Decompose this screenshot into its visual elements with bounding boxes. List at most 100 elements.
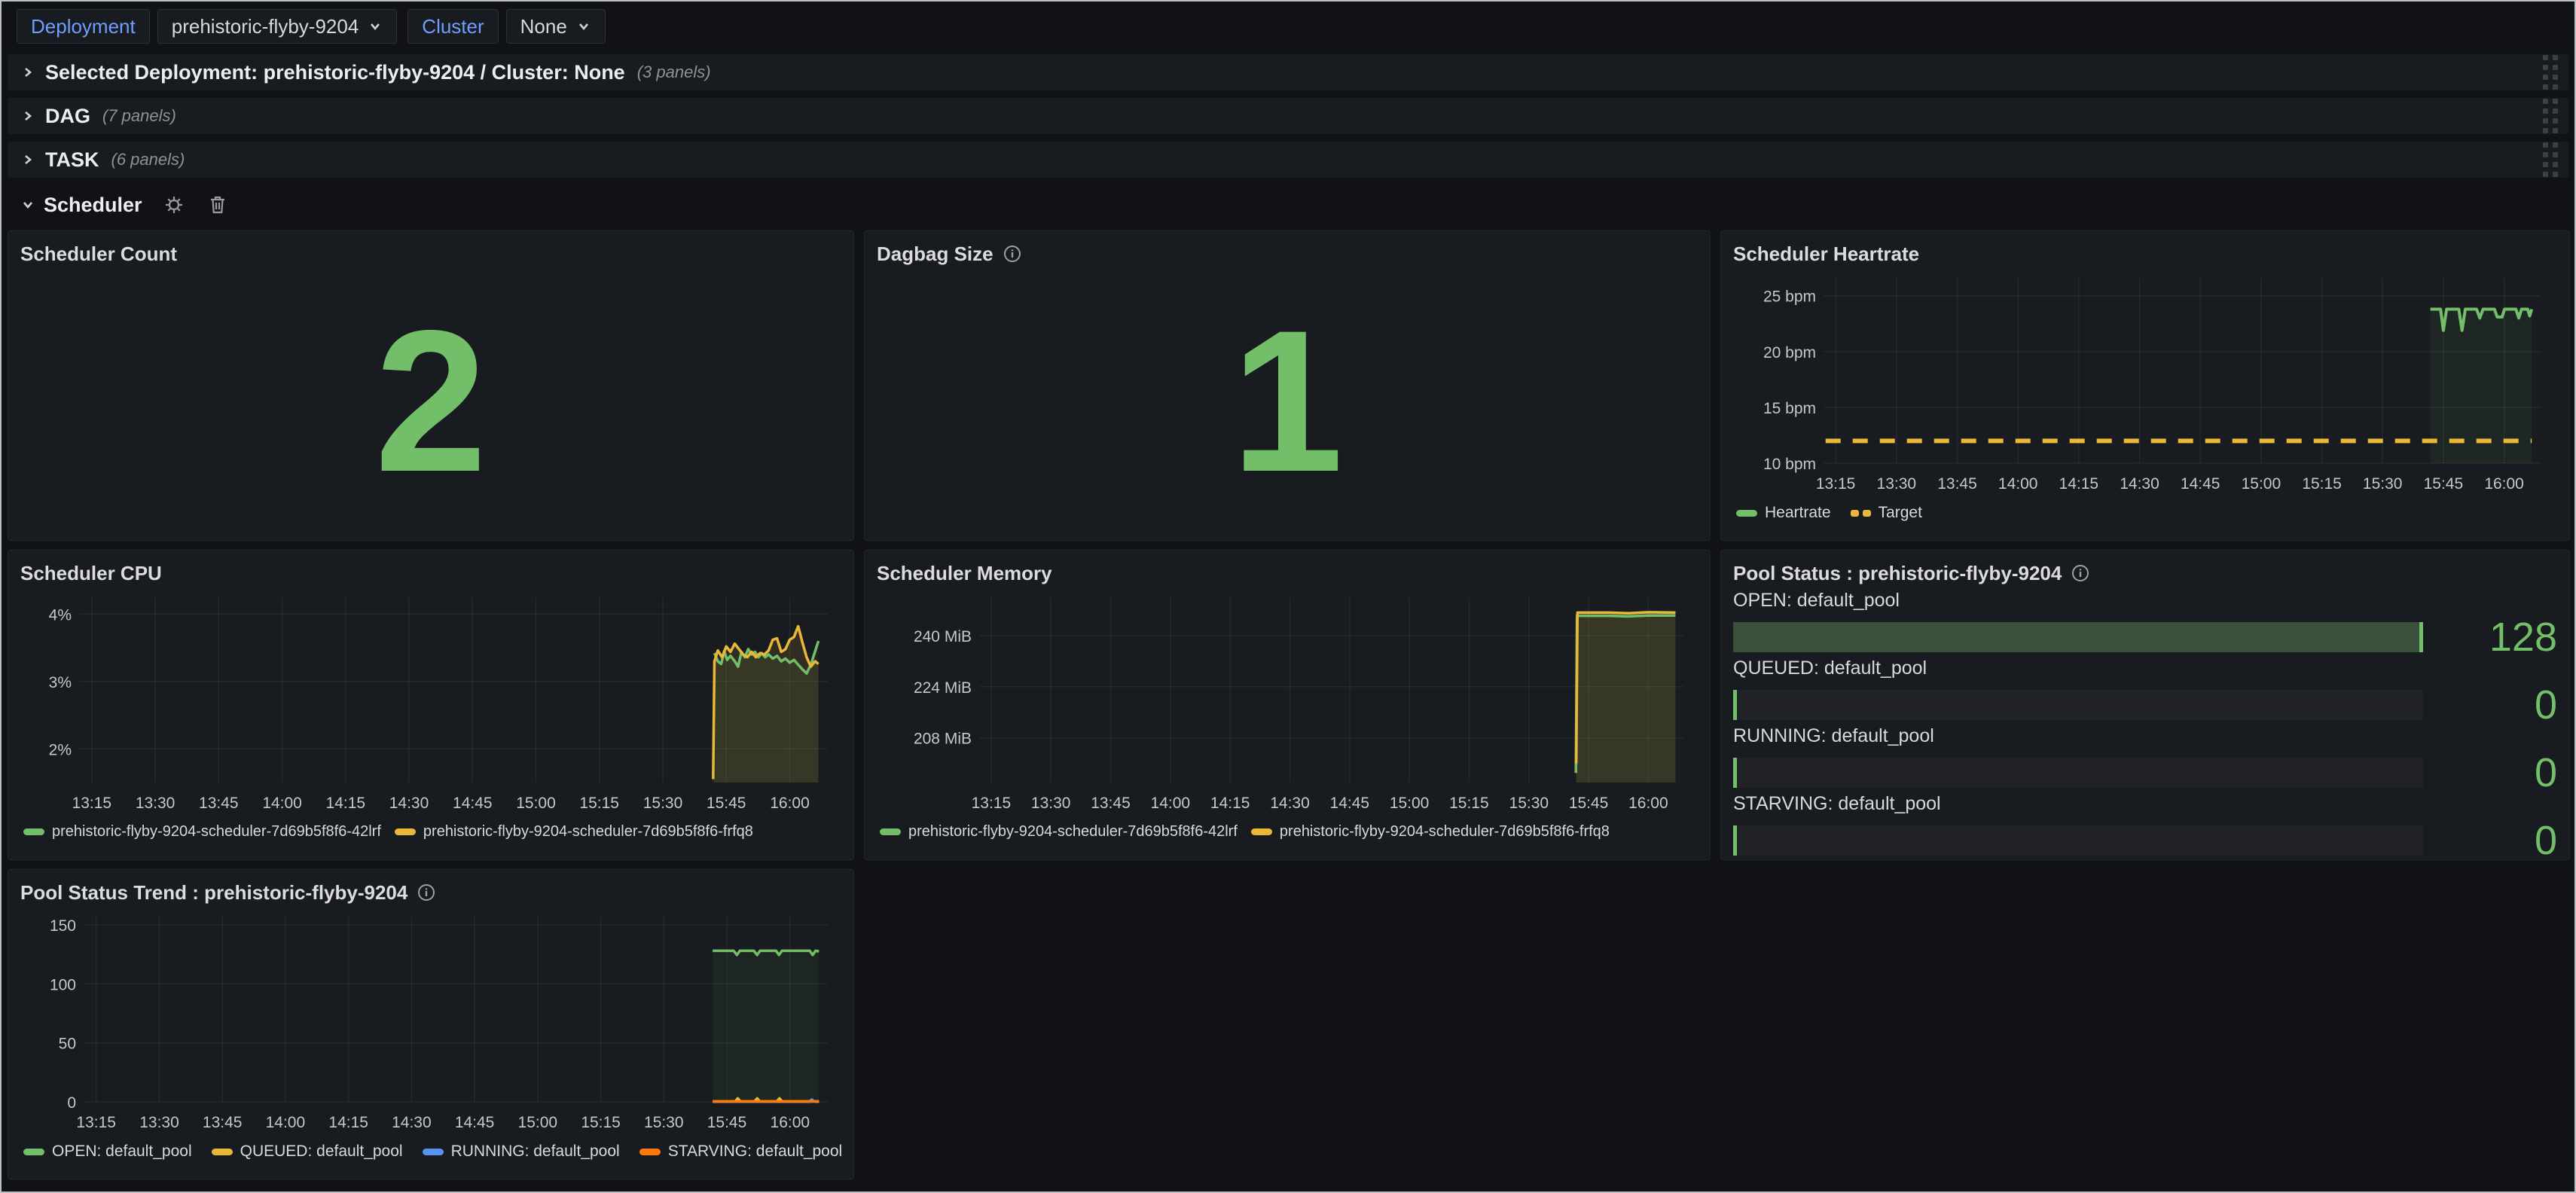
cpu-legend: prehistoric-flyby-9204-scheduler-7d69b5f… [20,817,841,841]
memory-chart: 208 MiB 224 MiB 240 MiB 13:15 13:30 13:45 14:0… [914,597,1684,812]
svg-text:150: 150 [50,917,76,935]
gauge-value: 0 [2534,682,2557,728]
pool-status-gauges: OPEN: default_pool 128 QUEUED: default_p… [1733,588,2557,859]
panel-title[interactable]: Dagbag Size [877,242,993,265]
gauge-bar [1733,758,2423,788]
pool-trend-chart: 0 50 100 150 13:15 13:30 13:45 14:00 14:15 14:30 1… [50,917,828,1131]
deployment-select[interactable]: prehistoric-flyby-9204 [157,9,398,44]
svg-text:14:15: 14:15 [326,795,366,812]
svg-text:15:15: 15:15 [581,1114,621,1131]
legend-item-queued[interactable]: QUEUED: default_pool [211,1143,403,1161]
drag-handle-icon[interactable] [2543,142,2558,177]
drag-handle-icon[interactable] [2543,55,2558,90]
svg-text:15 bpm: 15 bpm [1763,400,1816,417]
row-panel-count: (3 panels) [636,63,711,81]
svg-text:15:45: 15:45 [2424,475,2464,493]
panel-title[interactable]: Scheduler CPU [20,561,162,584]
svg-text:25 bpm: 25 bpm [1763,288,1816,306]
legend-item-heartrate[interactable]: Heartrate [1736,504,1831,522]
svg-text:50: 50 [59,1036,76,1053]
svg-text:3%: 3% [49,674,72,691]
gauge-value: 128 [2489,615,2557,660]
chevron-down-icon [23,202,32,209]
svg-text:15:00: 15:00 [2242,475,2281,493]
panel-pool-status-trend: Pool Status Trend : prehistoric-flyby-92… [8,869,854,1179]
svg-text:14:30: 14:30 [389,795,429,812]
panel-scheduler-count: Scheduler Count 2 [8,230,854,541]
cpu-chart: 2% 3% 4% 13:15 13:30 13:45 14:00 14:15 14:30 14:4… [49,597,828,812]
panel-scheduler-heartrate: Scheduler Heartrate 10 bpm 15 bpm 20 bpm 25… [1720,230,2570,541]
legend-item-running[interactable]: RUNNING: default_pool [422,1143,620,1161]
row-task[interactable]: TASK (6 panels) [8,142,2568,178]
panel-scheduler-cpu: Scheduler CPU 2% 3% 4% 13:15 13:30 13:45 14:00… [8,550,854,860]
svg-text:13:30: 13:30 [136,795,175,812]
svg-text:224 MiB: 224 MiB [914,679,972,697]
panel-title[interactable]: Scheduler Memory [877,561,1052,584]
info-icon[interactable] [2071,563,2090,583]
svg-text:4%: 4% [49,606,72,624]
svg-text:14:30: 14:30 [392,1114,432,1131]
row-title: TASK [45,148,99,171]
panel-title[interactable]: Scheduler Heartrate [1733,242,1920,265]
panel-title[interactable]: Pool Status Trend : prehistoric-flyby-92… [20,880,408,904]
row-selected-deployment[interactable]: Selected Deployment: prehistoric-flyby-9… [8,54,2568,90]
svg-text:15:15: 15:15 [579,795,619,812]
svg-text:13:45: 13:45 [203,1114,243,1131]
panel-title[interactable]: Pool Status : prehistoric-flyby-9204 [1733,561,2062,584]
svg-text:14:00: 14:00 [1998,475,2038,493]
legend-item-scheduler-frfq8[interactable]: prehistoric-flyby-9204-scheduler-7d69b5f… [1250,823,1610,841]
svg-text:14:00: 14:00 [262,795,302,812]
chevron-down-icon [578,23,588,31]
svg-text:15:30: 15:30 [643,795,683,812]
heartrate-chart: 10 bpm 15 bpm 20 bpm 25 bpm 13:15 13:30 13:45 1… [1763,278,2541,493]
svg-text:100: 100 [50,976,76,993]
row-scheduler[interactable]: Scheduler [8,185,2568,224]
svg-text:13:15: 13:15 [72,795,112,812]
gauge-queued: QUEUED: default_pool 0 [1733,658,2557,728]
legend-item-scheduler-frfq8[interactable]: prehistoric-flyby-9204-scheduler-7d69b5f… [394,823,753,841]
legend-item-starving[interactable]: STARVING: default_pool [639,1143,842,1161]
svg-text:14:15: 14:15 [1210,795,1250,812]
gauge-bar [1733,690,2423,720]
gear-icon[interactable] [162,193,186,217]
cluster-label: Cluster [407,9,499,44]
svg-text:15:00: 15:00 [518,1114,558,1131]
legend-item-scheduler-42lrf[interactable]: prehistoric-flyby-9204-scheduler-7d69b5f… [880,823,1238,841]
svg-text:16:00: 16:00 [770,795,810,812]
legend-item-target[interactable]: Target [1850,504,1922,522]
svg-text:240 MiB: 240 MiB [914,628,972,645]
svg-text:14:30: 14:30 [2120,475,2159,493]
panel-title[interactable]: Scheduler Count [20,242,178,265]
legend-item-open[interactable]: OPEN: default_pool [23,1143,192,1161]
svg-text:14:00: 14:00 [266,1114,306,1131]
info-icon[interactable] [417,883,436,902]
row-panel-count: (6 panels) [111,150,185,169]
dagbag-size-value: 1 [1231,288,1344,514]
svg-text:13:45: 13:45 [1091,795,1131,812]
cluster-select-value: None [520,14,567,38]
svg-text:0: 0 [67,1094,76,1112]
info-icon[interactable] [1003,244,1022,264]
cluster-select[interactable]: None [505,9,606,44]
svg-text:13:15: 13:15 [1816,475,1856,493]
drag-handle-icon[interactable] [2543,99,2558,133]
svg-text:16:00: 16:00 [1628,795,1668,812]
svg-text:13:30: 13:30 [1031,795,1071,812]
gauge-running: RUNNING: default_pool 0 [1733,725,2557,795]
svg-text:14:45: 14:45 [453,795,493,812]
panel-grid: Scheduler Count 2 Dagbag Size 1 Schedule… [8,230,2570,1179]
svg-text:14:45: 14:45 [455,1114,495,1131]
memory-legend: prehistoric-flyby-9204-scheduler-7d69b5f… [877,817,1698,841]
trash-icon[interactable] [206,193,230,217]
svg-text:10 bpm: 10 bpm [1763,456,1816,473]
variables-toolbar: Deployment prehistoric-flyby-9204 Cluste… [2,2,2574,51]
row-dag[interactable]: DAG (7 panels) [8,98,2568,134]
legend-item-scheduler-42lrf[interactable]: prehistoric-flyby-9204-scheduler-7d69b5f… [23,823,381,841]
svg-text:14:15: 14:15 [2059,475,2099,493]
deployment-label: Deployment [17,9,150,44]
svg-text:16:00: 16:00 [771,1114,810,1131]
panel-scheduler-memory: Scheduler Memory 208 MiB 224 MiB 240 MiB 13… [864,550,1711,860]
panel-dagbag-size: Dagbag Size 1 [864,230,1711,541]
svg-text:13:45: 13:45 [1937,475,1977,493]
